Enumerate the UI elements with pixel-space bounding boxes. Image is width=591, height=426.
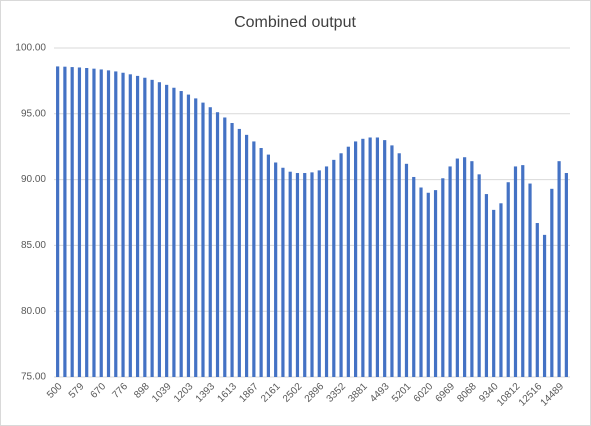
bar <box>426 192 430 377</box>
bar <box>310 172 314 377</box>
bar <box>433 190 438 377</box>
y-tick-label: 100.00 <box>15 43 46 54</box>
y-tick-label: 75.00 <box>21 372 46 383</box>
bar <box>404 163 409 377</box>
bar <box>128 74 132 377</box>
bar <box>230 123 234 378</box>
bar <box>492 209 496 377</box>
bar <box>419 187 423 377</box>
bar <box>157 82 161 377</box>
bar <box>179 91 183 377</box>
y-tick-label: 85.00 <box>21 240 46 251</box>
y-tick-label: 95.00 <box>21 108 46 119</box>
bar <box>542 234 547 377</box>
bar <box>85 68 89 377</box>
bar <box>339 153 343 377</box>
bar <box>317 170 321 377</box>
bar <box>172 87 176 378</box>
bar <box>194 98 198 377</box>
bar <box>259 148 263 377</box>
bar <box>92 68 96 378</box>
bar <box>121 72 125 378</box>
bar <box>477 174 481 377</box>
bar <box>63 66 67 378</box>
bar <box>77 67 82 377</box>
bar <box>295 173 300 377</box>
bar <box>448 166 452 377</box>
bar <box>557 161 561 377</box>
bar <box>114 71 118 377</box>
bar <box>397 153 401 377</box>
bar <box>186 94 191 378</box>
bar <box>70 67 74 377</box>
bar <box>463 157 467 377</box>
bar <box>332 159 336 377</box>
bar <box>550 188 554 377</box>
bar <box>521 165 525 377</box>
bar <box>375 137 380 377</box>
bar <box>215 112 220 378</box>
bar <box>346 146 350 377</box>
bar <box>252 141 256 377</box>
bar <box>208 107 212 377</box>
bar <box>484 194 489 377</box>
y-tick-label: 80.00 <box>21 306 46 317</box>
bar <box>390 145 394 377</box>
bar <box>499 203 503 377</box>
bar <box>564 173 568 377</box>
bar <box>535 223 539 377</box>
bar <box>143 77 147 377</box>
bar <box>506 182 510 377</box>
bar <box>150 79 154 377</box>
bar <box>513 166 518 377</box>
y-tick-label: 90.00 <box>21 174 46 185</box>
bar <box>135 75 140 377</box>
bar <box>361 138 365 377</box>
bar <box>455 158 459 377</box>
bar <box>528 183 532 377</box>
bar <box>470 161 474 377</box>
bar <box>244 134 249 377</box>
bar <box>324 166 329 377</box>
chart-title: Combined output <box>234 14 356 31</box>
bar <box>56 66 60 377</box>
bar <box>303 173 307 377</box>
bar <box>237 128 241 377</box>
bar <box>281 167 285 377</box>
bar <box>412 176 416 377</box>
bar <box>106 70 111 377</box>
bar <box>266 154 270 377</box>
bar <box>274 162 278 377</box>
bar <box>223 117 227 377</box>
bar <box>288 171 292 377</box>
bar <box>354 141 358 377</box>
bar <box>165 84 169 378</box>
bar <box>368 137 372 377</box>
bar <box>201 102 205 377</box>
bar <box>99 69 103 377</box>
bar <box>441 178 445 377</box>
bar <box>383 140 387 377</box>
